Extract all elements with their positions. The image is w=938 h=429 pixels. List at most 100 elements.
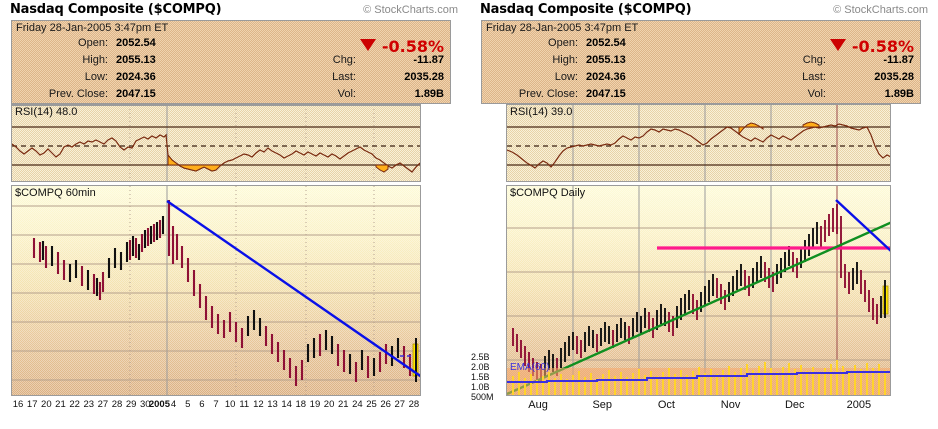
high-label: High: [552, 54, 578, 66]
x-tick-label: 6 [199, 399, 205, 410]
ema-legend-label: EMA(60) [510, 362, 550, 373]
vol-tick-1-0b: 1.0B [471, 382, 490, 392]
x-tick-label: 18 [295, 399, 307, 410]
open-label: Open: [78, 37, 108, 49]
volume-ema-line [507, 371, 890, 383]
high-value: 2055.13 [116, 54, 156, 66]
page-title: Nasdaq Composite ($COMPQ) [10, 2, 222, 17]
open-value: 2052.54 [586, 37, 626, 49]
x-tick-label: 22 [69, 399, 80, 410]
price-plot-right [507, 186, 890, 395]
quote-datetime: Friday 28-Jan-2005 3:47pm ET [16, 22, 169, 34]
price-pane-label: $COMPQ Daily [510, 187, 586, 199]
rsi-plot-right [507, 105, 890, 181]
rsi-pane-left: RSI(14) 48.0 70 50 30 [11, 104, 421, 182]
price-pane-left: $COMPQ 60min [11, 185, 421, 396]
x-tick-label: 2005 [148, 399, 171, 410]
x-tick-label: 30 [140, 399, 151, 410]
x-tick-label: 24 [352, 399, 363, 410]
vol-label: Vol: [337, 88, 356, 100]
vol-value: 1.89B [884, 88, 914, 100]
vol-tick-2-0b: 2.0B [471, 362, 490, 372]
x-tick-label: Aug [528, 399, 548, 411]
x-axis-right: Aug Sep Oct Nov Dec 2005 [506, 399, 891, 415]
vol-tick-2-5b: 2.5B [471, 352, 490, 362]
open-label: Open: [548, 37, 578, 49]
title-bar-left: Nasdaq Composite ($COMPQ) © StockCharts.… [10, 2, 460, 20]
price-plot-left [12, 186, 420, 395]
quote-box-right: Friday 28-Jan-2005 3:47pm ET Open: 2052.… [481, 20, 921, 104]
prev-close-value: 2047.15 [586, 88, 626, 100]
x-tick-label: 10 [224, 399, 236, 410]
rsi-pane-right: RSI(14) 39.0 70 50 30 [506, 104, 891, 182]
price-pane-label: $COMPQ 60min [15, 187, 96, 199]
last-label: Last: [802, 71, 826, 83]
vol-tick-1-5b: 1.5B [471, 372, 490, 382]
quote-datetime: Friday 28-Jan-2005 3:47pm ET [486, 22, 639, 34]
high-label: High: [82, 54, 108, 66]
vol-tick-500m: 500M [471, 392, 494, 402]
price-pane-right: $COMPQ Daily [506, 185, 891, 396]
chart-panel-right: Nasdaq Composite ($COMPQ) © StockCharts.… [470, 0, 938, 429]
chg-value: -11.87 [883, 54, 914, 66]
down-arrow-icon [830, 39, 846, 51]
x-tick-label: 26 [380, 399, 391, 410]
x-tick-label: 20 [41, 399, 52, 410]
x-tick-label: 23 [83, 399, 95, 410]
x-tick-label: 20 [323, 399, 335, 410]
x-tick-label: 17 [26, 399, 38, 410]
rsi-plot-left [12, 105, 420, 181]
x-tick-label: 28 [111, 399, 123, 410]
x-tick-label: 27 [394, 399, 406, 410]
percent-change: -0.58% [851, 37, 914, 56]
chg-value: -11.87 [413, 54, 444, 66]
percent-change: -0.58% [381, 37, 444, 56]
downtrend-line [835, 199, 890, 252]
chart-panel-left: Nasdaq Composite ($COMPQ) © StockCharts.… [0, 0, 468, 429]
x-tick-label: 29 [125, 399, 137, 410]
x-tick-label: Sep [592, 399, 613, 411]
x-tick-label: 12 [253, 399, 264, 410]
uptrend-line [507, 221, 890, 395]
chg-label: Chg: [332, 54, 356, 66]
x-tick-label: 4 [170, 399, 177, 410]
x-tick-label: 14 [281, 399, 292, 410]
x-tick-label: 21 [55, 399, 66, 410]
x-tick-label: Nov [720, 399, 741, 411]
copyright-label: © StockCharts.com [363, 4, 458, 16]
x-tick-label: 27 [97, 399, 109, 410]
low-label: Low: [554, 71, 578, 83]
x-tick-label: 11 [239, 399, 250, 410]
prev-close-label: Prev. Close: [518, 88, 578, 100]
last-value: 2035.28 [404, 71, 444, 83]
x-tick-label: Dec [784, 399, 805, 411]
vol-value: 1.89B [414, 88, 444, 100]
x-tick-label: 5 [185, 399, 191, 410]
title-bar-right: Nasdaq Composite ($COMPQ) © StockCharts.… [480, 2, 930, 20]
prev-close-label: Prev. Close: [48, 88, 108, 100]
x-tick-label: 28 [408, 399, 420, 410]
x-tick-label: 21 [337, 399, 349, 410]
down-arrow-icon [360, 39, 376, 51]
chg-label: Chg: [802, 54, 826, 66]
high-value: 2055.13 [586, 54, 626, 66]
x-tick-label: 2005 [846, 399, 872, 411]
rsi-label: RSI(14) 39.0 [510, 106, 573, 118]
x-tick-label: 7 [213, 399, 219, 410]
x-tick-label: 16 [12, 399, 24, 410]
low-label: Low: [84, 71, 108, 83]
quote-box-left: Friday 28-Jan-2005 3:47pm ET Open: 2052.… [11, 20, 451, 104]
downtrend-line [166, 200, 420, 378]
x-axis-left: 16 17 20 21 22 23 27 28 29 30 2005 4 5 6 7 10 11 12 13 14 18… [11, 399, 421, 415]
x-tick-label: Oct [657, 399, 675, 411]
last-label: Last: [332, 71, 356, 83]
page-title: Nasdaq Composite ($COMPQ) [480, 2, 692, 17]
rsi-label: RSI(14) 48.0 [15, 106, 78, 118]
last-value: 2035.28 [874, 71, 914, 83]
open-value: 2052.54 [116, 37, 156, 49]
prev-close-value: 2047.15 [116, 88, 156, 100]
copyright-label: © StockCharts.com [833, 4, 928, 16]
volume-bars [507, 360, 890, 395]
x-tick-label: 13 [267, 399, 278, 410]
